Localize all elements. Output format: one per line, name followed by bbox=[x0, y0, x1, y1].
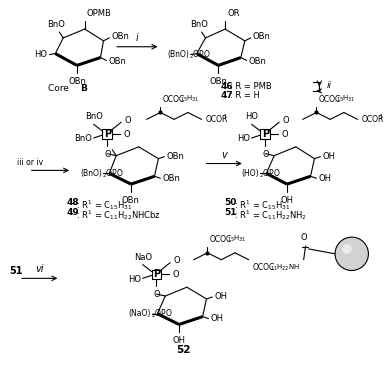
Text: 51: 51 bbox=[9, 265, 23, 275]
Text: B: B bbox=[80, 84, 87, 93]
Text: (BnO): (BnO) bbox=[81, 169, 102, 178]
Text: $_2$OPO: $_2$OPO bbox=[259, 167, 281, 180]
Text: O: O bbox=[300, 233, 307, 242]
Text: $^1$: $^1$ bbox=[379, 113, 384, 119]
Text: $_{15}$H$_{31}$: $_{15}$H$_{31}$ bbox=[336, 93, 356, 104]
Text: OBn: OBn bbox=[109, 57, 126, 66]
Text: ii: ii bbox=[326, 80, 331, 90]
Text: : R = H: : R = H bbox=[230, 91, 260, 100]
Text: 52: 52 bbox=[177, 345, 191, 355]
Text: $_{15}$H$_{31}$: $_{15}$H$_{31}$ bbox=[180, 93, 200, 104]
Text: 51: 51 bbox=[224, 208, 237, 217]
Text: (NaO): (NaO) bbox=[128, 309, 151, 318]
Text: OCOR: OCOR bbox=[205, 115, 228, 124]
Text: OH: OH bbox=[322, 152, 335, 161]
Text: BnO: BnO bbox=[47, 20, 65, 29]
Circle shape bbox=[348, 250, 356, 258]
Text: OBn: OBn bbox=[122, 196, 140, 205]
Text: NaO: NaO bbox=[134, 253, 152, 262]
Text: iii or iv: iii or iv bbox=[17, 158, 43, 167]
Text: vi: vi bbox=[35, 264, 44, 275]
Text: $_2$OPO: $_2$OPO bbox=[102, 167, 124, 180]
Text: BnO: BnO bbox=[74, 134, 92, 144]
Text: Core: Core bbox=[48, 84, 72, 93]
Text: OH: OH bbox=[318, 174, 331, 183]
Text: OH: OH bbox=[210, 314, 223, 323]
Text: O: O bbox=[153, 290, 160, 299]
Text: OBn: OBn bbox=[162, 174, 180, 183]
Text: 46: 46 bbox=[220, 82, 233, 91]
Text: OBn: OBn bbox=[166, 152, 184, 161]
Text: OH: OH bbox=[280, 196, 293, 205]
Text: OH: OH bbox=[214, 293, 227, 301]
Text: O: O bbox=[123, 129, 130, 139]
Text: $_2$OPO: $_2$OPO bbox=[151, 308, 172, 320]
Circle shape bbox=[335, 237, 368, 270]
Text: : R$^1$ = C$_{15}$H$_{31}$: : R$^1$ = C$_{15}$H$_{31}$ bbox=[76, 198, 133, 212]
Text: OCOC: OCOC bbox=[209, 235, 232, 244]
Text: (HO): (HO) bbox=[242, 169, 259, 178]
Text: $_{11}$H$_{22}$NH: $_{11}$H$_{22}$NH bbox=[270, 263, 300, 273]
Text: $_{15}$H$_{31}$: $_{15}$H$_{31}$ bbox=[227, 234, 247, 244]
Text: O: O bbox=[173, 256, 180, 265]
Circle shape bbox=[343, 246, 360, 262]
Text: O: O bbox=[172, 270, 179, 279]
Text: OBn: OBn bbox=[68, 77, 86, 86]
Text: P: P bbox=[262, 129, 269, 139]
Text: : R = PMB: : R = PMB bbox=[230, 82, 272, 91]
Text: HO: HO bbox=[128, 275, 141, 284]
Text: P: P bbox=[104, 129, 111, 139]
Text: 50: 50 bbox=[224, 198, 237, 207]
Text: HO: HO bbox=[245, 112, 258, 121]
Text: O: O bbox=[282, 116, 289, 125]
Text: OH: OH bbox=[172, 336, 186, 345]
Text: (BnO): (BnO) bbox=[167, 50, 189, 59]
Text: HO: HO bbox=[237, 134, 250, 144]
Text: 48: 48 bbox=[66, 198, 79, 207]
Circle shape bbox=[342, 244, 352, 254]
Text: O: O bbox=[104, 150, 111, 159]
Text: OCOR: OCOR bbox=[361, 115, 384, 124]
Text: : R$^1$ = C$_{11}$H$_{22}$NH$_2$: : R$^1$ = C$_{11}$H$_{22}$NH$_2$ bbox=[234, 208, 307, 222]
Text: P: P bbox=[153, 269, 160, 280]
Text: BnO: BnO bbox=[190, 20, 208, 29]
Text: O: O bbox=[124, 116, 131, 125]
Text: : R$^1$ = C$_{15}$H$_{31}$: : R$^1$ = C$_{15}$H$_{31}$ bbox=[234, 198, 291, 212]
Text: OCOC: OCOC bbox=[162, 95, 185, 104]
Text: 47: 47 bbox=[220, 91, 233, 100]
Text: OCOC: OCOC bbox=[318, 95, 341, 104]
Text: $^1$: $^1$ bbox=[223, 113, 228, 119]
Text: OBn: OBn bbox=[252, 33, 270, 41]
Text: i: i bbox=[136, 33, 139, 43]
Text: : R$^1$ = C$_{11}$H$_{22}$NHCbz: : R$^1$ = C$_{11}$H$_{22}$NHCbz bbox=[76, 208, 161, 222]
Text: HO: HO bbox=[35, 50, 47, 59]
Text: 49: 49 bbox=[66, 208, 79, 217]
Text: BnO: BnO bbox=[85, 112, 103, 121]
Circle shape bbox=[339, 241, 364, 266]
Text: O: O bbox=[281, 129, 288, 139]
Text: OBn: OBn bbox=[209, 77, 227, 86]
Text: v: v bbox=[221, 150, 227, 160]
Text: O: O bbox=[262, 150, 269, 159]
Text: OPMB: OPMB bbox=[87, 9, 112, 18]
Text: OBn: OBn bbox=[249, 57, 266, 66]
Text: OR: OR bbox=[227, 9, 240, 18]
Text: OCOC: OCOC bbox=[252, 263, 275, 272]
Text: $_2$OPO: $_2$OPO bbox=[189, 48, 211, 61]
Text: OBn: OBn bbox=[111, 33, 129, 41]
